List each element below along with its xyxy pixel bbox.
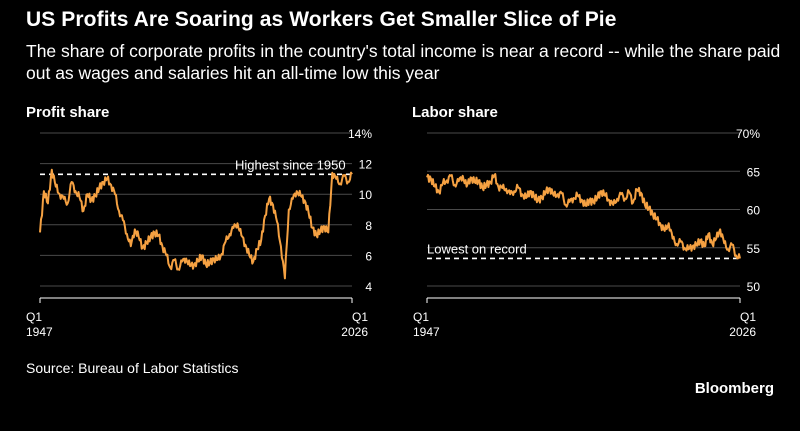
profit-x-tick-label: Q1 xyxy=(352,310,368,324)
labor-x-tick-label: Q1 xyxy=(740,310,756,324)
profit-y-tick-label: 14% xyxy=(348,127,372,141)
profit-y-tick-label: 10 xyxy=(359,188,373,202)
bloomberg-logo: Bloomberg xyxy=(694,380,774,397)
labor-x-tick-label: Q1 xyxy=(413,310,429,324)
labor-x-tick-label: 2026 xyxy=(729,325,756,339)
profit-y-tick-label: 8 xyxy=(365,219,372,233)
profit-y-tick-label: 6 xyxy=(365,249,372,263)
profit-y-tick-label: 12 xyxy=(359,158,373,172)
profit-series-line xyxy=(39,168,353,280)
labor-x-tick-label: 1947 xyxy=(413,325,440,339)
chart-title: US Profits Are Soaring as Workers Get Sm… xyxy=(26,8,617,31)
profit-x-tick-label: 1947 xyxy=(26,325,53,339)
profit-x-tick-label: 2026 xyxy=(341,325,368,339)
labor-series-line xyxy=(426,173,741,260)
labor-y-tick-label: 50 xyxy=(747,280,761,294)
labor-y-tick-label: 65 xyxy=(747,165,761,179)
labor-y-tick-label: 55 xyxy=(747,242,761,256)
profit-y-tick-label: 4 xyxy=(365,280,372,294)
labor-y-tick-label: 70% xyxy=(736,127,760,141)
source-note: Source: Bureau of Labor Statistics xyxy=(26,360,239,376)
profit-reference-label: Highest since 1950 xyxy=(235,157,346,172)
labor-y-tick-label: 60 xyxy=(747,204,761,218)
labor-panel-title: Labor share xyxy=(412,104,498,121)
profit-x-tick-label: Q1 xyxy=(26,310,42,324)
labor-reference-label: Lowest on record xyxy=(427,241,527,256)
chart-subtitle: The share of corporate profits in the co… xyxy=(26,41,781,83)
profit-panel-title: Profit share xyxy=(26,104,110,121)
